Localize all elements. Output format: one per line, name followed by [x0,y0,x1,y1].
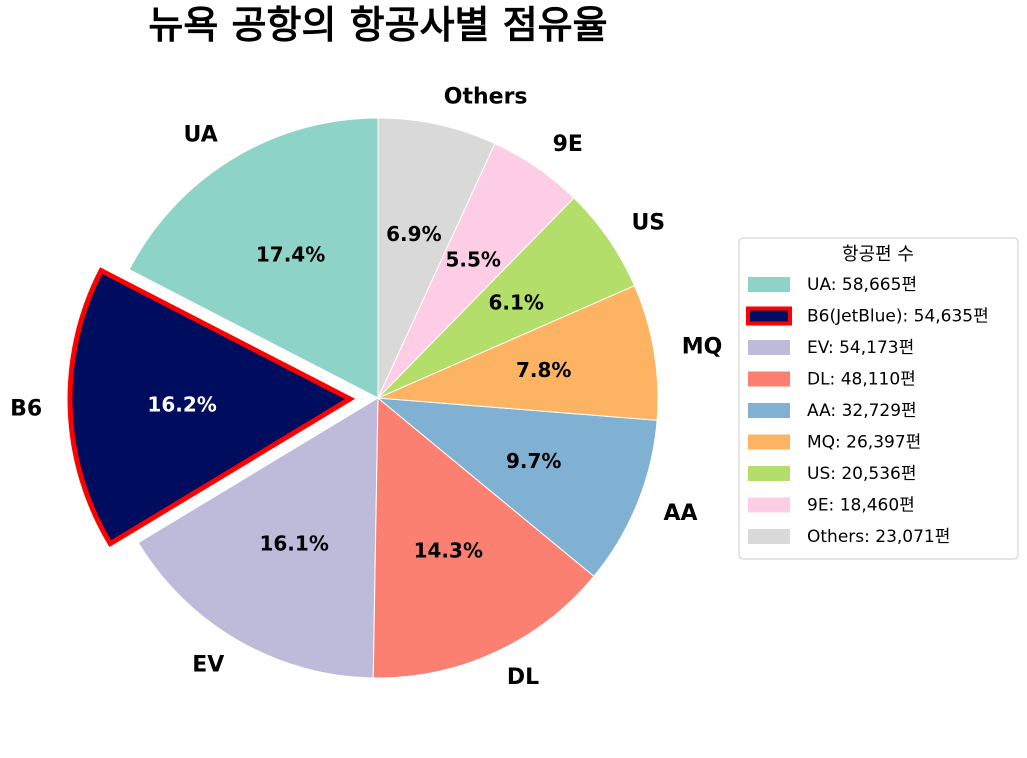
legend-swatch-ev [748,340,790,355]
legend-swatch-mq [748,434,790,450]
percent-label-9e: 5.5% [445,248,500,272]
legend-swatch-others [748,529,790,544]
category-label-others: Others [444,85,528,110]
pie-slices [67,117,659,679]
legend-title: 항공편 수 [842,244,914,265]
pie-slice-ev [137,397,379,679]
legend-label-dl: DL: 48,110편 [807,370,916,390]
legend-label-mq: MQ: 26,397편 [807,433,921,453]
category-label-mq: MQ [682,334,723,359]
legend-label-ua: UA: 58,665편 [807,275,917,295]
percent-label-mq: 7.8% [516,358,571,382]
pie-slice-b6 [67,267,356,548]
legend-swatch-b6 [746,306,792,326]
percent-label-b6: 16.2% [147,393,216,417]
pie-slice-dl [372,396,595,679]
category-label-ua: UA [184,122,218,147]
legend-swatch-aa [748,403,790,418]
legend: 항공편 수 UA: 58,665편 B6(JetBlue): 54,635편 EV:… [738,237,1019,560]
percent-label-aa: 9.7% [506,449,561,473]
percent-label-others: 6.9% [386,222,441,246]
percent-labels: 17.4% 16.2% 16.1% 14.3% 9.7% 7.8% 6.1% 5.5%6.9% [147,222,571,563]
pie-slice-ua [128,117,379,399]
percent-label-dl: 14.3% [414,539,483,563]
legend-swatch-us [748,466,790,481]
percent-label-us: 6.1% [489,291,544,315]
category-label-us: US [631,210,665,235]
legend-items: UA: 58,665편 B6(JetBlue): 54,635편 EV: 54,17… [746,275,989,547]
legend-swatch-9e [748,497,790,513]
pie-slice-others [377,117,496,399]
legend-label-ev: EV: 54,173편 [807,338,914,358]
pie-slice-mq [377,285,659,421]
legend-label-aa: AA: 32,729편 [807,401,917,421]
category-labels: UA B6 EV DL AA MQ US 9E Others [10,85,722,691]
legend-label-b6: B6(JetBlue): 54,635편 [807,307,989,327]
pie-slice-aa [376,397,658,577]
category-label-dl: DL [507,665,539,690]
category-label-9e: 9E [553,132,583,157]
legend-box [738,237,1019,560]
category-label-ev: EV [192,652,224,677]
category-label-aa: AA [663,501,697,526]
legend-label-us: US: 20,536편 [807,464,917,484]
legend-label-9e: 9E: 18,460편 [807,496,915,516]
percent-label-ua: 17.4% [256,243,325,267]
legend-swatch-dl [748,371,790,387]
chart-title: 뉴욕 공항의 항공사별 점유율 [148,3,607,47]
percent-label-ev: 16.1% [259,532,328,556]
legend-label-others: Others: 23,071편 [807,527,950,547]
category-label-b6: B6 [10,397,42,422]
legend-swatch-ua [748,277,790,292]
